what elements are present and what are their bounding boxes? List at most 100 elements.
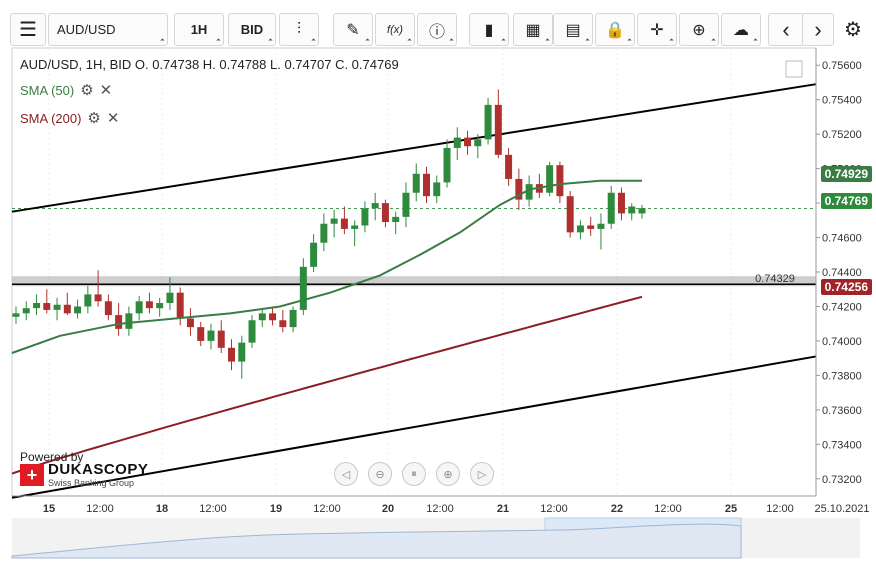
- zoom-button[interactable]: ⊕: [679, 13, 719, 46]
- x-tick-label: 12:00: [654, 503, 682, 515]
- calendar-icon: ▦: [525, 21, 541, 39]
- horizontal-line-label: 0.74329: [755, 273, 795, 285]
- price-type-select[interactable]: BID: [228, 13, 276, 46]
- zoom-in-button[interactable]: ⊕: [436, 462, 460, 486]
- trendline-upper: [11, 83, 817, 213]
- candle-body: [269, 313, 277, 321]
- candle-body: [494, 104, 502, 155]
- candle-body: [217, 330, 225, 348]
- candle-body: [310, 242, 318, 267]
- timeframe-label: 1H: [190, 22, 208, 37]
- x-tick-label: 25.10.2021: [814, 503, 869, 515]
- candle-body: [628, 206, 636, 214]
- zoom-out-button[interactable]: ⊖: [368, 462, 392, 486]
- candle-body: [156, 303, 164, 309]
- menu-button[interactable]: ☰: [10, 13, 46, 46]
- candle-body: [207, 330, 215, 341]
- x-tick-label: 12:00: [426, 503, 454, 515]
- sma50-close-icon[interactable]: ✕: [99, 82, 113, 99]
- y-tick-label: 0.74400: [822, 267, 862, 279]
- draw-tool-button[interactable]: ✎: [333, 13, 373, 46]
- candle-body: [176, 292, 184, 319]
- x-tick-label: 12:00: [199, 503, 227, 515]
- candle-body: [576, 225, 584, 233]
- sma50-gear-icon[interactable]: ⚙: [80, 82, 94, 99]
- function-button[interactable]: f(x): [375, 13, 415, 46]
- function-icon: f(x): [387, 23, 403, 36]
- settings-button[interactable]: ⚙: [838, 13, 868, 46]
- candle-body: [556, 165, 564, 197]
- crosshair-button[interactable]: ✛: [637, 13, 677, 46]
- sma200-line: [11, 295, 643, 475]
- candle-body: [145, 301, 153, 309]
- y-tick-label: 0.73400: [822, 439, 862, 451]
- sma50-line: [11, 179, 643, 354]
- candle-body: [546, 165, 554, 193]
- symbol-select[interactable]: AUD/USD: [48, 13, 168, 46]
- lock-button[interactable]: 🔒: [595, 13, 635, 46]
- scroll-left-button[interactable]: ◁: [334, 462, 358, 486]
- indicators-button[interactable]: ▮: [469, 13, 509, 46]
- x-tick-label: 18: [156, 503, 168, 515]
- candle-body: [402, 192, 410, 217]
- candle-body: [125, 313, 133, 329]
- brand-name: DUKASCOPY: [48, 461, 149, 478]
- candle-body: [484, 104, 492, 140]
- candle-body: [94, 294, 102, 302]
- x-tick-label: 12:00: [540, 503, 568, 515]
- y-tick-label: 0.74000: [822, 336, 862, 348]
- template-icon: ▤: [565, 21, 581, 39]
- calendar-button[interactable]: ▦: [513, 13, 553, 46]
- candle-body: [166, 292, 174, 304]
- navigator-area: [11, 523, 742, 559]
- sma200-legend: SMA (200) ⚙ ✕: [20, 109, 119, 127]
- candle-body: [74, 306, 82, 314]
- timeframe-select[interactable]: 1H: [174, 13, 224, 46]
- prev-button[interactable]: ‹: [768, 13, 804, 46]
- candle-body: [474, 139, 482, 147]
- y-tick-label: 0.73800: [822, 370, 862, 382]
- candlestick-type-icon: ⫶: [296, 20, 301, 38]
- x-tick-label: 19: [270, 503, 282, 515]
- cloud-upload-icon: ☁: [733, 21, 749, 39]
- candle-body: [340, 218, 348, 229]
- sma50-price-tag: 0.74929: [820, 166, 872, 182]
- support-zone: [12, 276, 816, 287]
- plot-area: [11, 47, 817, 497]
- candle-body: [53, 304, 61, 310]
- candle-body: [84, 294, 92, 307]
- candle-body: [238, 342, 246, 362]
- toolbar: ☰ AUD/USD 1H BID ⫶ ✎ f(x) ⓘ ▮ ▦ ▤ 🔒 ✛ ⊕ ☁ ‹ › ⚙: [0, 0, 876, 46]
- sma200-label: SMA (200): [20, 110, 82, 126]
- candle-body: [43, 303, 51, 310]
- reset-button[interactable]: ⏸: [402, 462, 426, 486]
- candle-body: [320, 223, 328, 243]
- menu-icon: ☰: [19, 19, 37, 41]
- x-tick-label: 15: [43, 503, 55, 515]
- cloud-upload-button[interactable]: ☁: [721, 13, 761, 46]
- candlestick-type-button[interactable]: ⫶: [279, 13, 319, 46]
- current-price-tag: 0.74769: [820, 193, 872, 209]
- crosshair-icon: ✛: [650, 21, 664, 39]
- template-button[interactable]: ▤: [553, 13, 593, 46]
- next-button[interactable]: ›: [802, 13, 834, 46]
- candle-body: [186, 318, 194, 328]
- sma200-gear-icon[interactable]: ⚙: [87, 110, 101, 127]
- scroll-right-button[interactable]: ▷: [470, 462, 494, 486]
- x-tick-label: 12:00: [313, 503, 341, 515]
- candle-body: [587, 225, 595, 229]
- x-tick-label: 20: [382, 503, 394, 515]
- sma200-close-icon[interactable]: ✕: [106, 110, 120, 127]
- x-tick-label: 25: [725, 503, 737, 515]
- candle-body: [525, 184, 533, 200]
- candle-body: [197, 327, 205, 341]
- sma200-price-tag: 0.74256: [820, 279, 872, 295]
- y-tick-label: 0.74600: [822, 233, 862, 245]
- candle-body: [279, 320, 287, 328]
- candle-body: [617, 192, 625, 214]
- y-tick-label: 0.75400: [822, 95, 862, 107]
- info-button[interactable]: ⓘ: [417, 13, 457, 46]
- zoom-icon: ⊕: [692, 21, 706, 39]
- candle-body: [597, 223, 605, 229]
